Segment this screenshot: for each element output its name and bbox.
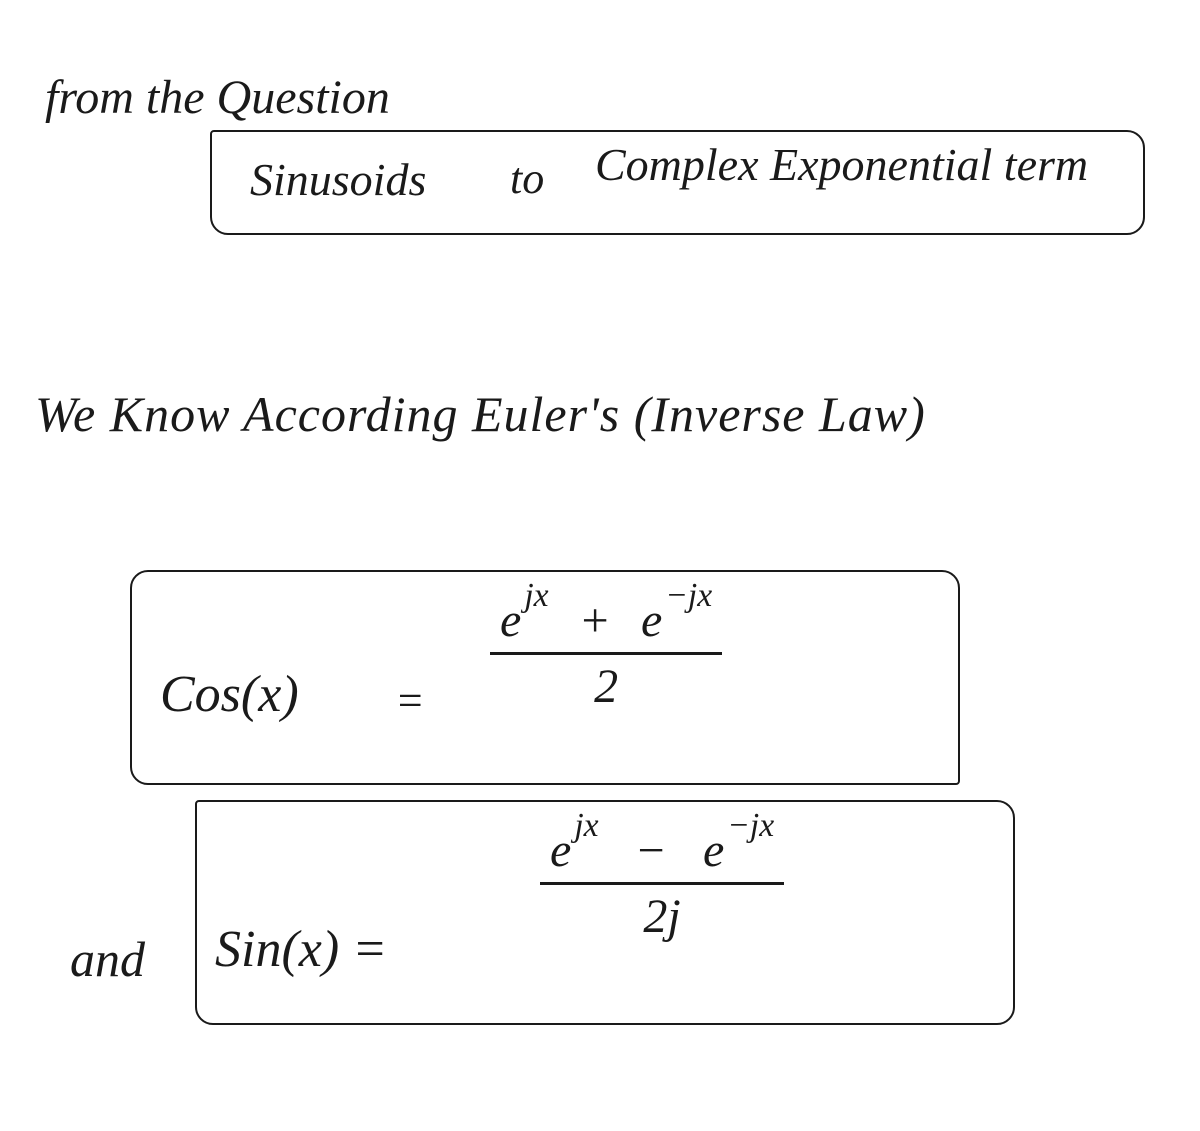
sin-numerator: ejx − e−jx: [540, 820, 784, 878]
sin-num-exp2: −jx: [724, 807, 774, 844]
sin-num-minus: −: [623, 824, 679, 877]
subtitle-complex: Complex Exponential term: [595, 138, 1088, 191]
sin-fraction: ejx − e−jx 2j: [540, 820, 784, 944]
subtitle-to: to: [510, 153, 544, 204]
cos-eq: =: [395, 675, 425, 726]
sin-num-e1: e: [550, 824, 571, 877]
cos-lhs: Cos(x): [160, 665, 299, 724]
cos-fraction: ejx + e−jx 2: [490, 590, 722, 714]
cos-num-plus: +: [571, 594, 619, 647]
cos-numerator: ejx + e−jx: [490, 590, 722, 648]
sin-denominator: 2j: [633, 889, 690, 944]
sin-num-e2: e: [691, 824, 724, 877]
cos-num-exp2: −jx: [662, 577, 712, 614]
cos-denominator: 2: [584, 659, 628, 714]
cos-num-e2: e: [631, 594, 662, 647]
subtitle-sinusoids: Sinusoids: [250, 153, 426, 206]
title-line1: from the Question: [45, 70, 390, 125]
sin-prefix-and: and: [70, 930, 145, 988]
sin-lhs: Sin(x) =: [215, 920, 387, 979]
sin-frac-line: [540, 882, 784, 885]
sin-num-exp1: jx: [571, 807, 610, 844]
cos-num-exp1: jx: [521, 577, 558, 614]
cos-frac-line: [490, 652, 722, 655]
euler-law-line: We Know According Euler's (Inverse Law): [35, 385, 926, 443]
cos-num-e1: e: [500, 594, 521, 647]
